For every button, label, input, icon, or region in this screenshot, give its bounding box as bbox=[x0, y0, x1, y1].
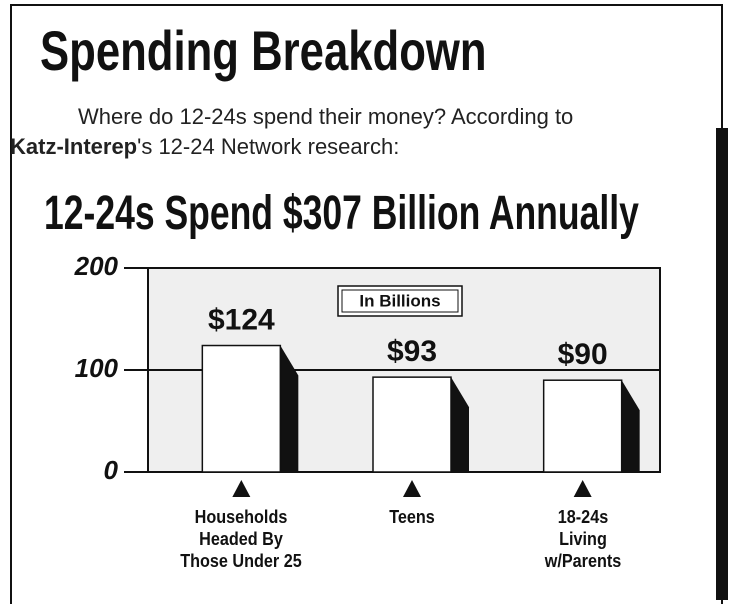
y-tick-label: 100 bbox=[75, 353, 119, 383]
x-tick-label: Households Headed By Those Under 25 bbox=[180, 507, 303, 571]
bar bbox=[542, 379, 623, 473]
marker-triangle bbox=[573, 480, 592, 497]
bar bbox=[201, 344, 282, 473]
intro: Where do 12-24s spend their money? Accor… bbox=[10, 102, 630, 162]
intro-text: 's 12-24 Network research: bbox=[137, 134, 400, 159]
bar bbox=[372, 376, 452, 473]
bar-shadow bbox=[280, 345, 299, 472]
side-bar bbox=[716, 128, 728, 600]
x-tick-label: 18-24s Living w/Parents bbox=[544, 507, 621, 571]
legend-label: In Billions bbox=[359, 291, 440, 310]
page-title: Spending Breakdown bbox=[40, 19, 487, 82]
marker-triangle bbox=[403, 480, 421, 497]
value-label: $124 bbox=[208, 303, 275, 336]
bar-shadow bbox=[621, 380, 640, 472]
legend-box bbox=[337, 285, 463, 317]
marker-triangle bbox=[232, 480, 251, 497]
intro-text: Where do 12-24s spend their money? Accor… bbox=[78, 104, 574, 129]
x-tick-label: Teens bbox=[389, 507, 435, 527]
value-label: $90 bbox=[558, 338, 608, 371]
value-label: $93 bbox=[387, 335, 437, 368]
bar-shadow bbox=[451, 377, 469, 472]
intro-bold: Katz-Interep bbox=[10, 134, 138, 159]
y-tick-label: 0 bbox=[104, 455, 119, 485]
chart-title: 12-24s Spend $307 Billion Annually bbox=[44, 187, 639, 240]
legend-box-inner bbox=[341, 289, 459, 313]
y-tick-label: 200 bbox=[74, 251, 119, 281]
